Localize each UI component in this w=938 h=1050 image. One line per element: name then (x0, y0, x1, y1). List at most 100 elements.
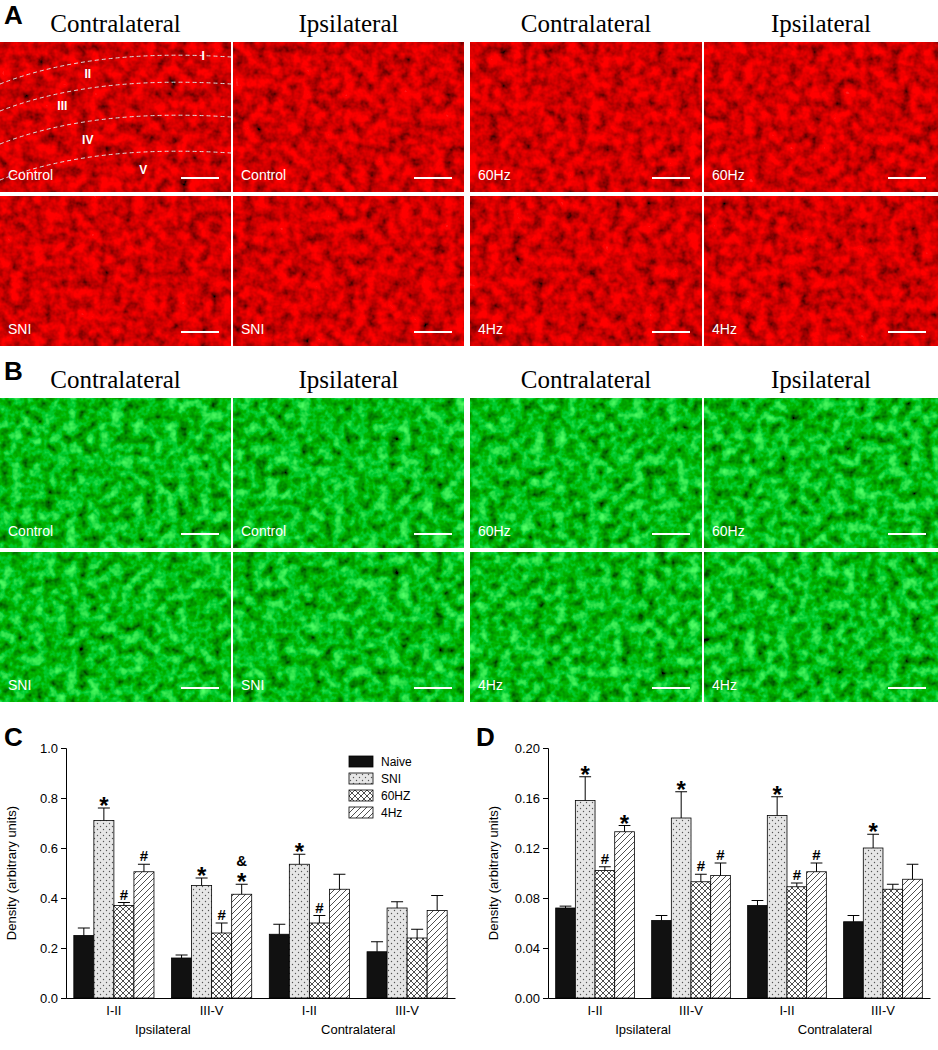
micrograph (0, 42, 231, 192)
bar (863, 848, 883, 998)
figure-svg: Contralateral Ipsilateral Contralateral Ips… (0, 0, 938, 1050)
error-bar (371, 942, 383, 952)
x-axis-line (549, 998, 931, 999)
y-tick-label: 0.8 (40, 791, 58, 806)
error-bar (313, 916, 325, 924)
scale-bar (652, 177, 690, 179)
error-bar-stem (417, 929, 418, 938)
scale-bar (888, 331, 926, 333)
error-bar (431, 896, 443, 911)
annotations: ***####&* (99, 792, 324, 923)
error-bar (78, 928, 90, 936)
error-bar-stem (319, 916, 320, 924)
error-bar (752, 901, 764, 906)
y-tick-mark (543, 998, 548, 999)
y-tick-label: 0.0 (40, 991, 58, 1006)
cell-label: SNI (241, 677, 264, 693)
cell-label: 60Hz (712, 167, 745, 183)
bar (575, 801, 595, 999)
group-label: Ipsilateral (615, 1022, 671, 1037)
error-bar-stem (339, 874, 340, 889)
x-tick-label: I-II (106, 1003, 121, 1018)
image-panel: ContralateralIpsilateralContralateralIps… (0, 0, 938, 346)
scale-bar (181, 533, 219, 535)
micrograph (470, 196, 702, 346)
legend-label: 4Hz (381, 806, 402, 820)
bar (114, 906, 134, 999)
x-tick-label: III-V (679, 1003, 703, 1018)
bar (94, 821, 114, 999)
legend-label: 60HZ (381, 789, 410, 803)
error-bar (391, 902, 403, 908)
y-tick-mark (61, 898, 66, 899)
bar (844, 922, 864, 998)
cell-label: 4Hz (712, 321, 737, 337)
lamina-boundary (0, 115, 231, 144)
y-axis-line (61, 749, 67, 999)
legend-label: Naive (381, 755, 412, 769)
error-bar-stem (720, 863, 721, 876)
error-bar-stem (377, 942, 378, 952)
error-bar (848, 916, 860, 922)
y-tick-mark (543, 948, 548, 949)
x-tick: I-II (106, 998, 121, 1018)
error-bar (715, 863, 727, 876)
lamina-boundary (0, 151, 231, 180)
micrograph (704, 398, 938, 548)
y-axis: 0.000.040.080.120.160.20 (515, 741, 549, 1006)
y-tick-mark (543, 848, 548, 849)
column-header: Contralateral (50, 10, 181, 37)
lamina-label: V (139, 163, 147, 177)
scale-bar (652, 533, 690, 535)
error-bar (176, 955, 188, 958)
bar (407, 938, 427, 998)
group-label: Contralateral (798, 1022, 873, 1037)
bar (387, 908, 407, 998)
y-axis: 0.00.20.40.60.81.0 (40, 741, 67, 1006)
significance-label: # (697, 857, 706, 874)
significance-label: # (217, 906, 226, 923)
y-tick-mark (543, 798, 548, 799)
error-bar-stem (604, 867, 605, 871)
x-tick: I-II (587, 998, 602, 1018)
column-header: Ipsilateral (771, 366, 871, 393)
error-bar-cap (560, 906, 572, 907)
error-bar-stem (397, 902, 398, 908)
y-tick-label: 0.6 (40, 841, 58, 856)
error-bar-stem (796, 883, 797, 887)
micrograph (0, 398, 231, 548)
significance-label: * (197, 862, 207, 889)
y-tick: 0.20 (515, 741, 548, 756)
x-tick: III-V (871, 998, 895, 1018)
error-bar-cap (371, 941, 383, 942)
error-bar-stem (757, 901, 758, 906)
cell-label: Control (8, 523, 53, 539)
cell-label: 4Hz (712, 677, 737, 693)
cell-label: 60Hz (712, 523, 745, 539)
micrograph (233, 398, 464, 548)
group-label: Contralateral (321, 1022, 396, 1037)
bar (691, 882, 711, 998)
y-tick: 0.6 (40, 841, 66, 856)
column-header: Ipsilateral (299, 10, 399, 37)
significance-label: # (140, 847, 149, 864)
y-tick-mark (61, 848, 66, 849)
scale-bar (181, 177, 219, 179)
micrograph (470, 398, 702, 548)
error-bar-cap (391, 901, 403, 902)
column-header: Ipsilateral (299, 366, 399, 393)
x-tick: III-V (200, 998, 224, 1018)
error-bar-cap (176, 955, 188, 956)
error-bar (656, 916, 668, 921)
bar-chart: 0.000.040.080.120.160.20I-IIIII-VI-IIIII… (476, 722, 931, 1037)
panel-letter: C (4, 722, 23, 752)
bar (289, 864, 309, 998)
y-axis-title: Density (arbitrary units) (4, 806, 19, 940)
y-tick-label: 0.16 (515, 791, 540, 806)
error-bar-stem (816, 863, 817, 872)
bar (903, 879, 923, 998)
legend-item: 60HZ (349, 789, 410, 803)
lamina-boundary (0, 82, 231, 111)
figure: Contralateral Ipsilateral Contralateral Ips… (0, 0, 938, 1050)
significance-label: # (601, 850, 610, 867)
